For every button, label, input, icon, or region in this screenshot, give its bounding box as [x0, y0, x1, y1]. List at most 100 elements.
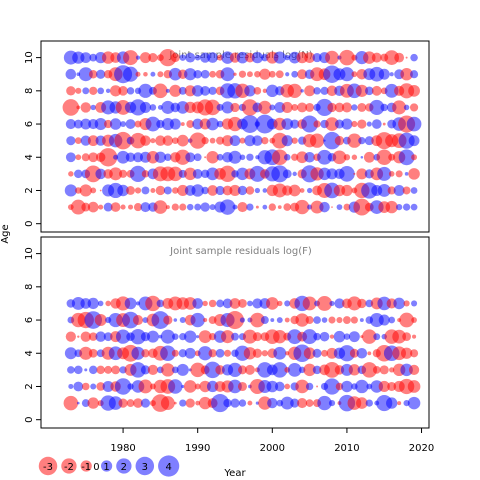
residual-bubble: [203, 317, 208, 323]
residual-bubble: [126, 186, 135, 195]
residual-bubble: [329, 300, 335, 307]
residual-bubble: [148, 52, 158, 63]
residual-bubble: [378, 380, 390, 393]
residual-bubble: [201, 186, 209, 195]
residual-bubble: [317, 395, 332, 411]
residual-bubble: [81, 382, 90, 391]
residual-bubble: [303, 347, 316, 360]
residual-bubble: [79, 346, 93, 360]
residual-bubble: [404, 172, 409, 176]
residual-bubble: [334, 119, 344, 129]
residual-bubble: [284, 383, 291, 390]
residual-bubble: [400, 363, 413, 377]
residual-bubble: [184, 68, 197, 81]
residual-bubble: [403, 300, 410, 307]
residual-bubble: [357, 103, 367, 112]
panel-logf: Joint sample residuals log(F) 0 2 4 6 8 10 19…: [24, 236, 434, 454]
residual-bubble: [387, 381, 397, 391]
residual-bubble: [171, 137, 179, 144]
residual-bubble: [300, 89, 304, 93]
legend-label: -1: [81, 462, 91, 473]
residual-bubble: [219, 165, 236, 183]
residual-bubble: [120, 204, 126, 210]
residual-bubble: [305, 103, 315, 112]
residual-bubble: [141, 349, 150, 358]
residual-bubble: [328, 316, 336, 324]
residual-bubble: [150, 187, 156, 193]
residual-bubble: [281, 101, 293, 113]
residual-bubble: [87, 397, 99, 409]
residual-bubble: [276, 317, 283, 324]
residual-bubble: [228, 150, 242, 164]
residual-bubble: [324, 361, 340, 378]
residual-bubble: [282, 169, 292, 179]
residual-bubble: [353, 172, 356, 175]
residual-bubble: [365, 86, 374, 96]
panel-logn-bubbles: [62, 48, 422, 216]
residual-bubble: [98, 148, 118, 167]
residual-bubble: [396, 203, 403, 211]
residual-bubble: [124, 297, 137, 310]
residual-bubble: [297, 69, 308, 80]
residual-bubble: [109, 85, 122, 97]
residual-bubble: [230, 102, 240, 113]
residual-bubble: [406, 116, 422, 132]
residual-bubble: [129, 165, 147, 182]
residual-bubble: [219, 199, 236, 215]
residual-bubble: [302, 296, 317, 311]
residual-bubble: [179, 317, 186, 324]
legend-label: 4: [165, 462, 171, 473]
y-tick-label: 2: [24, 187, 35, 193]
residual-bubble: [89, 53, 98, 62]
residual-bubble: [77, 401, 80, 405]
legend-label: -2: [64, 462, 74, 473]
residual-bubble: [313, 87, 321, 95]
residual-bubble: [202, 300, 208, 307]
legend-label: 2: [121, 462, 127, 473]
residual-bubble: [405, 56, 408, 59]
residual-bubble: [222, 185, 233, 196]
residual-bubble: [66, 86, 76, 96]
residual-bubble: [410, 70, 419, 79]
residual-bubble: [153, 83, 168, 99]
residual-bubble: [122, 311, 139, 329]
residual-bubble: [105, 300, 111, 307]
residual-bubble: [184, 347, 196, 359]
residual-bubble: [377, 296, 392, 311]
residual-bubble: [193, 69, 202, 79]
residual-bubble: [141, 170, 150, 178]
residual-bubble: [207, 185, 218, 196]
residual-bubble: [192, 168, 203, 179]
residual-bubble: [292, 171, 297, 177]
residual-bubble: [177, 184, 189, 197]
residual-bubble: [304, 151, 315, 163]
residual-bubble: [160, 345, 176, 361]
residual-bubble: [224, 349, 232, 357]
residual-bubble: [89, 365, 98, 375]
residual-bubble: [343, 154, 351, 161]
residual-bubble: [90, 187, 97, 194]
residual-bubble: [81, 153, 90, 162]
residual-bubble: [290, 119, 300, 129]
residual-bubble: [185, 52, 196, 63]
residual-bubble: [402, 186, 411, 195]
residual-bubble: [183, 297, 197, 310]
residual-bubble: [201, 137, 209, 145]
residual-bubble: [63, 395, 79, 411]
residual-bubble: [186, 203, 194, 211]
residual-bubble: [139, 52, 151, 64]
y-tick-label: 6: [24, 317, 35, 323]
residual-bubble: [146, 330, 159, 343]
residual-bubble: [238, 365, 247, 375]
residual-bubble: [236, 51, 249, 64]
residual-bubble: [342, 316, 351, 324]
residual-bubble: [198, 396, 212, 410]
residual-bubble: [284, 300, 291, 307]
residual-bubble: [200, 85, 211, 96]
residual-bubble: [169, 118, 181, 130]
residual-bubble: [326, 168, 338, 180]
residual-bubble: [296, 151, 309, 164]
residual-bubble: [371, 52, 382, 63]
residual-bubble: [247, 400, 253, 406]
